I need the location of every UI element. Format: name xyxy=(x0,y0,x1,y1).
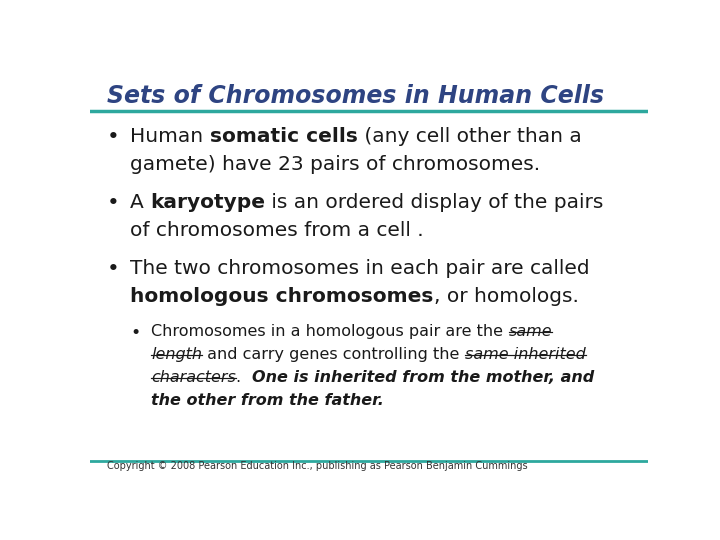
Text: •: • xyxy=(107,193,120,213)
Text: karyotype: karyotype xyxy=(150,193,265,212)
Text: same inherited: same inherited xyxy=(465,347,585,362)
Text: and carry genes controlling the: and carry genes controlling the xyxy=(202,347,465,362)
Text: Sets of Chromosomes in Human Cells: Sets of Chromosomes in Human Cells xyxy=(107,84,604,107)
Text: .: . xyxy=(236,370,251,385)
Text: •: • xyxy=(107,259,120,279)
Text: •: • xyxy=(107,127,120,147)
Text: The two chromosomes in each pair are called: The two chromosomes in each pair are cal… xyxy=(130,259,590,278)
Text: Human: Human xyxy=(130,127,210,146)
Text: (any cell other than a: (any cell other than a xyxy=(358,127,581,146)
Text: length: length xyxy=(151,347,202,362)
Text: A: A xyxy=(130,193,150,212)
Text: Copyright © 2008 Pearson Education Inc., publishing as Pearson Benjamin Cummings: Copyright © 2008 Pearson Education Inc.,… xyxy=(107,462,527,471)
Text: somatic cells: somatic cells xyxy=(210,127,358,146)
Text: Chromosomes in a homologous pair are the: Chromosomes in a homologous pair are the xyxy=(151,324,508,339)
Text: , or homologs.: , or homologs. xyxy=(433,287,578,306)
Text: characters: characters xyxy=(151,370,236,385)
Text: gamete) have 23 pairs of chromosomes.: gamete) have 23 pairs of chromosomes. xyxy=(130,156,540,174)
Text: same: same xyxy=(508,324,552,339)
Text: One is inherited from the mother, and: One is inherited from the mother, and xyxy=(251,370,594,385)
Text: of chromosomes from a cell .: of chromosomes from a cell . xyxy=(130,221,424,240)
Text: •: • xyxy=(130,324,140,342)
Text: is an ordered display of the pairs: is an ordered display of the pairs xyxy=(265,193,603,212)
Text: homologous chromosomes: homologous chromosomes xyxy=(130,287,433,306)
Text: the other from the father.: the other from the father. xyxy=(151,393,384,408)
